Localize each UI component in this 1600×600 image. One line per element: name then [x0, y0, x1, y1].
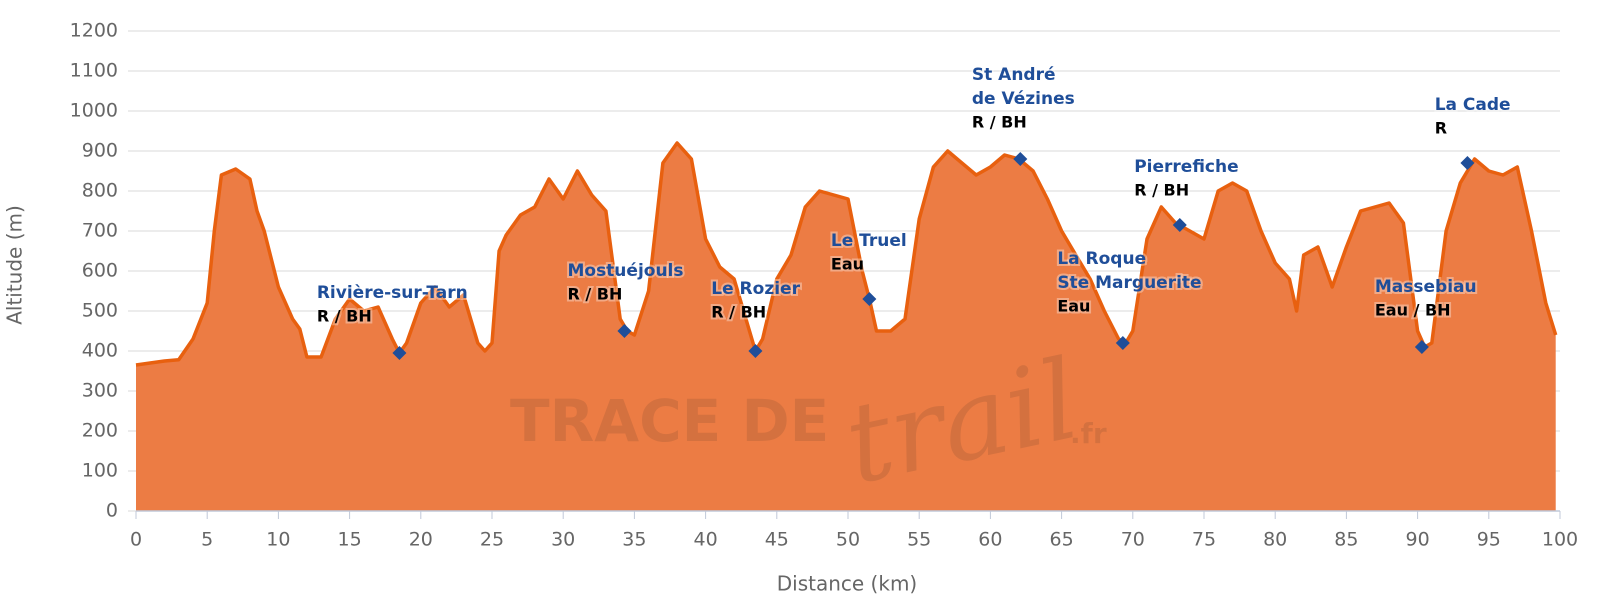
- waypoint-label: Massebiau Eau / BH: [1373, 275, 1479, 322]
- waypoint-marker: [617, 324, 632, 338]
- waypoint-info: Eau: [1057, 297, 1090, 316]
- waypoint-marker: [1414, 340, 1429, 354]
- y-tick-label: 300: [82, 380, 118, 402]
- elevation-area: [136, 143, 1556, 511]
- waypoint-marker: [1172, 218, 1187, 232]
- y-axis-title: Altitude (m): [3, 205, 27, 325]
- y-tick-label: 0: [106, 500, 118, 522]
- y-tick-label: 900: [82, 140, 118, 162]
- waypoint-label: Le Truel Eau: [829, 229, 909, 276]
- y-tick-label: 1100: [70, 60, 118, 82]
- waypoint-name: Rivière-sur-Tarn: [317, 283, 468, 303]
- waypoint-info: Eau / BH: [1375, 301, 1451, 320]
- waypoint-label: La Roque Ste Marguerite Eau: [1055, 247, 1203, 318]
- y-tick-label: 200: [82, 420, 118, 442]
- watermark-main: TRACE DE: [510, 387, 829, 455]
- y-tick-label: 800: [82, 180, 118, 202]
- waypoint-name: Le Truel: [831, 231, 907, 251]
- x-tick-label: 5: [201, 529, 213, 551]
- waypoint-marker: [1013, 152, 1028, 166]
- y-tick-label: 100: [82, 460, 118, 482]
- x-tick-label: 40: [694, 529, 718, 551]
- waypoint-marker: [1460, 156, 1475, 170]
- x-tick-label: 45: [765, 529, 789, 551]
- waypoint-name: La Roque: [1057, 249, 1146, 269]
- waypoint-label: St André de Vézines R / BH: [970, 63, 1077, 134]
- x-tick-label: 15: [338, 529, 362, 551]
- watermark-suffix: .fr: [1070, 417, 1107, 450]
- x-tick-label: 70: [1121, 529, 1145, 551]
- waypoint-info: R / BH: [711, 303, 766, 322]
- waypoint-label: La Cade R: [1433, 93, 1513, 140]
- waypoint-name: St André: [972, 65, 1056, 85]
- waypoint-name: Pierrefiche: [1134, 157, 1238, 177]
- y-tick-label: 400: [82, 340, 118, 362]
- waypoint-marker: [862, 292, 877, 306]
- waypoint-info: R / BH: [1134, 181, 1189, 200]
- y-tick-label: 1200: [70, 20, 118, 42]
- waypoint-name: Ste Marguerite: [1057, 273, 1201, 293]
- waypoint-info: R / BH: [567, 285, 622, 304]
- x-tick-label: 90: [1406, 529, 1430, 551]
- y-tick-label: 600: [82, 260, 118, 282]
- x-tick-label: 10: [266, 529, 290, 551]
- x-tick-label: 65: [1050, 529, 1074, 551]
- x-tick-label: 55: [907, 529, 931, 551]
- x-axis-title: Distance (km): [777, 572, 917, 596]
- waypoint-label: Pierrefiche R / BH: [1132, 155, 1240, 202]
- x-tick-label: 60: [978, 529, 1002, 551]
- x-tick-label: 35: [622, 529, 646, 551]
- x-tick-label: 50: [836, 529, 860, 551]
- x-tick-label: 80: [1263, 529, 1287, 551]
- x-tick-label: 75: [1192, 529, 1216, 551]
- waypoint-name: Le Rozier: [711, 279, 800, 299]
- x-tick-label: 0: [130, 529, 142, 551]
- waypoint-info: R / BH: [317, 307, 372, 326]
- x-tick-label: 85: [1334, 529, 1358, 551]
- x-tick-label: 30: [551, 529, 575, 551]
- waypoint-label: Mostuéjouls R / BH: [565, 259, 685, 306]
- waypoint-info: Eau: [831, 255, 864, 274]
- y-tick-label: 500: [82, 300, 118, 322]
- x-tick-label: 25: [480, 529, 504, 551]
- waypoint-name: La Cade: [1435, 95, 1511, 115]
- waypoint-name: de Vézines: [972, 89, 1075, 109]
- elevation-line: [135, 141, 1558, 367]
- x-tick-label: 20: [409, 529, 433, 551]
- waypoint-name: Massebiau: [1375, 277, 1477, 297]
- y-tick-label: 1000: [70, 100, 118, 122]
- waypoint-info: R / BH: [972, 113, 1027, 132]
- waypoint-marker: [748, 344, 763, 358]
- x-tick-label: 100: [1542, 529, 1578, 551]
- waypoint-label: Le Rozier R / BH: [709, 277, 802, 324]
- x-tick-label: 95: [1477, 529, 1501, 551]
- waypoint-info: R: [1435, 119, 1447, 138]
- waypoint-marker: [1115, 336, 1130, 350]
- waypoint-marker: [392, 346, 407, 360]
- y-tick-label: 700: [82, 220, 118, 242]
- waypoint-name: Mostuéjouls: [567, 261, 683, 281]
- waypoint-label: Rivière-sur-Tarn R / BH: [315, 281, 470, 328]
